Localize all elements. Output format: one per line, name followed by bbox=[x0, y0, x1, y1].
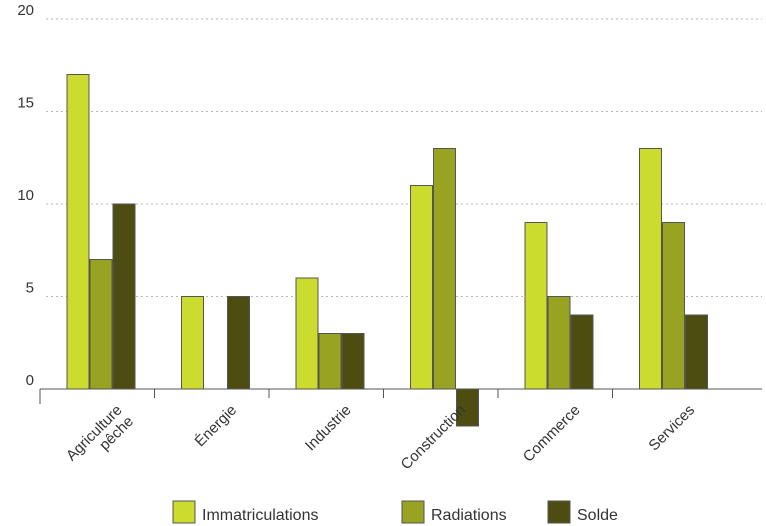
legend-swatch bbox=[172, 500, 196, 524]
y-tick-label: 20 bbox=[17, 2, 34, 19]
bar-radiations-1 bbox=[89, 259, 113, 390]
x-category-label: Commerce bbox=[520, 402, 584, 466]
bar-radiations-5 bbox=[547, 296, 571, 390]
bar-immatriculations-5 bbox=[524, 222, 548, 390]
y-tick-label: 0 bbox=[26, 372, 34, 389]
bar-solde-1 bbox=[112, 203, 136, 390]
x-category-label: Énergie bbox=[192, 402, 241, 451]
bar-solde-2 bbox=[227, 296, 250, 390]
legend-label: Radiations bbox=[431, 507, 507, 524]
bar-radiations-6 bbox=[662, 222, 685, 390]
legend-item-radiations: Radiations bbox=[401, 500, 507, 524]
x-category-label-line: Commerce bbox=[520, 402, 584, 466]
x-category-label-line: Industrie bbox=[302, 402, 355, 455]
y-tick-label: 10 bbox=[17, 187, 34, 204]
bar-immatriculations-1 bbox=[66, 74, 90, 390]
bar-solde-6 bbox=[685, 314, 708, 390]
legend-label: Solde bbox=[577, 507, 618, 524]
bar-immatriculations-4 bbox=[410, 185, 433, 390]
x-category-label: Services bbox=[645, 402, 698, 455]
y-tick-label: 15 bbox=[17, 95, 34, 112]
x-category-label-line: Services bbox=[645, 402, 698, 455]
bar-immatriculations-2 bbox=[181, 296, 204, 390]
x-category-label: Construction bbox=[398, 402, 470, 474]
bar-immatriculations-3 bbox=[295, 277, 319, 390]
legend-swatch bbox=[547, 500, 571, 524]
legend-swatch bbox=[401, 500, 425, 524]
legend-item-immatriculations: Immatriculations bbox=[172, 500, 318, 524]
x-category-label-line: Construction bbox=[398, 402, 470, 474]
bar-immatriculations-6 bbox=[639, 148, 662, 390]
bar-radiations-3 bbox=[318, 333, 342, 390]
bar-radiations-4 bbox=[433, 148, 456, 390]
bar-solde-3 bbox=[341, 333, 365, 390]
legend-item-solde: Solde bbox=[547, 500, 618, 524]
y-tick-label: 5 bbox=[26, 280, 34, 297]
x-category-label-line: Énergie bbox=[192, 402, 241, 451]
x-category-label: Industrie bbox=[302, 402, 355, 455]
legend-label: Immatriculations bbox=[202, 507, 318, 524]
bar-solde-5 bbox=[570, 314, 594, 390]
